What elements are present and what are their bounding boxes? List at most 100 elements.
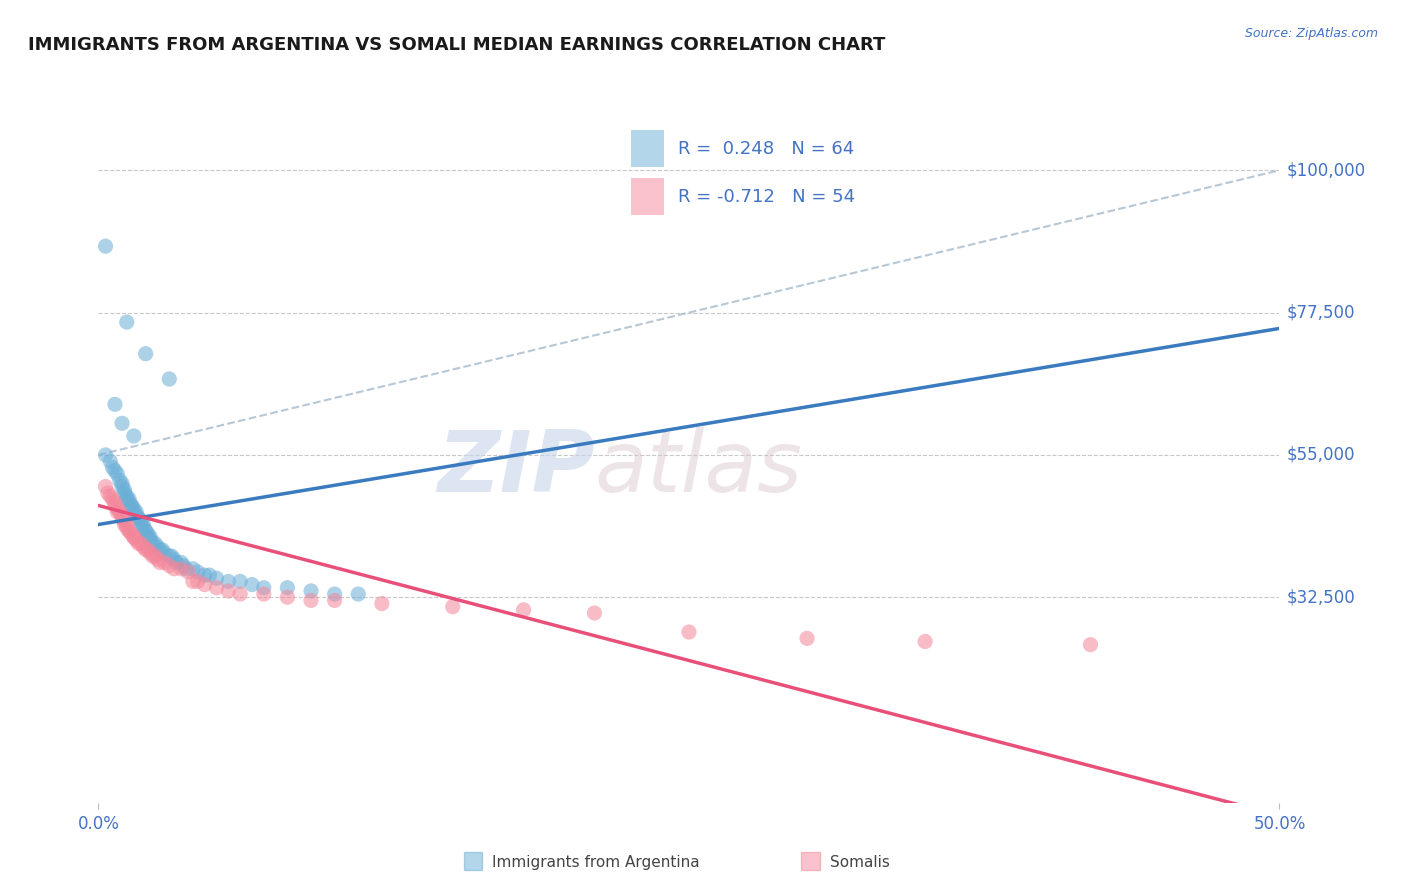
Point [97, 486, 120, 500]
Point [121, 499, 143, 513]
Point [217, 574, 239, 589]
Point [165, 556, 187, 570]
Point [118, 524, 141, 538]
Point [143, 549, 166, 563]
Point [111, 476, 134, 491]
Point [128, 511, 150, 525]
Point [157, 549, 180, 563]
Point [108, 473, 131, 487]
Point [136, 542, 159, 557]
Text: Immigrants from Argentina: Immigrants from Argentina [492, 855, 700, 870]
Point [143, 536, 166, 550]
Point [347, 587, 370, 601]
Point [98, 454, 121, 468]
Point [111, 511, 134, 525]
Point [125, 533, 148, 548]
FancyBboxPatch shape [631, 130, 665, 167]
Point [299, 593, 322, 607]
Point [135, 524, 157, 538]
Point [205, 571, 228, 585]
Point [112, 517, 135, 532]
Point [129, 536, 152, 550]
Point [104, 464, 127, 478]
Point [122, 501, 145, 516]
Point [94, 239, 117, 253]
Point [146, 552, 169, 566]
Point [122, 530, 145, 544]
Point [149, 556, 172, 570]
Point [142, 536, 165, 550]
Point [172, 558, 194, 573]
Point [229, 574, 252, 589]
Point [94, 479, 117, 493]
Point [94, 448, 117, 462]
Point [115, 315, 138, 329]
Point [914, 634, 936, 648]
Point [299, 583, 322, 598]
Point [105, 505, 128, 519]
Point [150, 542, 173, 557]
Point [135, 524, 157, 538]
Point [118, 524, 141, 538]
Text: $55,000: $55,000 [1286, 446, 1355, 464]
Point [111, 417, 134, 431]
Text: Source: ZipAtlas.com: Source: ZipAtlas.com [1244, 27, 1378, 40]
Point [101, 492, 124, 507]
Text: $100,000: $100,000 [1286, 161, 1365, 179]
Point [187, 565, 209, 579]
Point [323, 593, 346, 607]
Point [121, 499, 143, 513]
Point [108, 505, 131, 519]
Point [276, 581, 298, 595]
Point [139, 530, 162, 544]
Point [112, 514, 135, 528]
Point [796, 632, 818, 646]
Point [157, 372, 180, 386]
Point [142, 549, 165, 563]
Point [128, 536, 150, 550]
Point [174, 562, 197, 576]
Text: $32,500: $32,500 [1286, 588, 1355, 607]
Point [118, 492, 141, 507]
Point [170, 562, 193, 576]
Text: Somalis: Somalis [830, 855, 890, 870]
Point [194, 577, 217, 591]
Point [136, 527, 159, 541]
Point [115, 489, 138, 503]
Point [125, 505, 148, 519]
Point [229, 587, 252, 601]
Point [371, 597, 394, 611]
Point [101, 460, 124, 475]
Point [323, 587, 346, 601]
Point [139, 546, 162, 560]
Point [1080, 638, 1102, 652]
Point [163, 562, 186, 576]
Point [132, 521, 155, 535]
Text: $77,500: $77,500 [1286, 303, 1355, 322]
Point [153, 546, 176, 560]
Point [115, 521, 138, 535]
Text: R =  0.248   N = 64: R = 0.248 N = 64 [678, 140, 853, 158]
Point [135, 542, 157, 557]
Point [112, 483, 135, 497]
Point [112, 486, 135, 500]
Point [253, 581, 276, 595]
Point [104, 397, 127, 411]
Point [128, 511, 150, 525]
Point [135, 347, 157, 361]
Point [115, 492, 138, 507]
Text: IMMIGRANTS FROM ARGENTINA VS SOMALI MEDIAN EARNINGS CORRELATION CHART: IMMIGRANTS FROM ARGENTINA VS SOMALI MEDI… [28, 36, 886, 54]
Point [512, 603, 534, 617]
Point [153, 556, 176, 570]
Point [136, 530, 159, 544]
FancyBboxPatch shape [631, 178, 665, 215]
Point [240, 577, 263, 591]
Point [125, 508, 148, 522]
Point [678, 625, 700, 640]
Point [105, 501, 128, 516]
Point [181, 574, 204, 589]
Point [115, 517, 138, 532]
Point [129, 517, 152, 532]
Point [122, 505, 145, 519]
Point [198, 568, 221, 582]
